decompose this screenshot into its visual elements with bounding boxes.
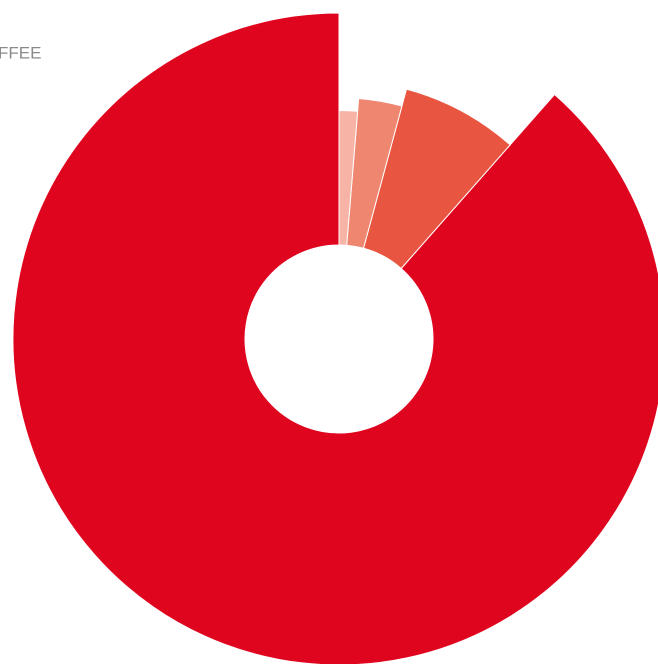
chart-title: FFEE bbox=[0, 43, 41, 62]
pie-slice bbox=[346, 97, 403, 249]
pie-slice bbox=[362, 88, 511, 270]
pie-slice bbox=[12, 12, 658, 664]
pie-slice bbox=[338, 109, 359, 246]
